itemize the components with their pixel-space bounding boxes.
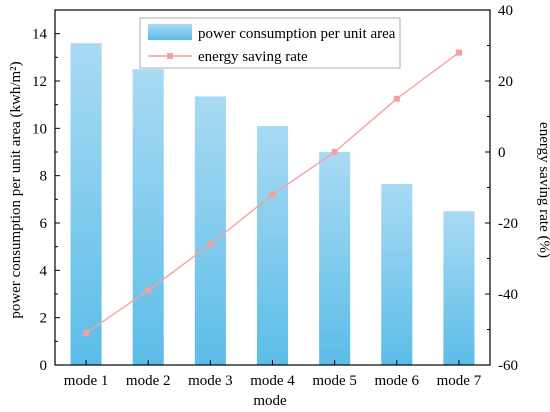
y-left-tick-label: 8 [40, 169, 48, 185]
legend-swatch-bar [148, 24, 192, 40]
y-right-tick-label: 40 [498, 3, 513, 19]
y-left-tick-label: 2 [40, 311, 48, 327]
ticks: 0 2 4 6 8 10 12 14 -60 -40 -20 0 20 40 mode 1 mode 2 mod… [32, 3, 518, 389]
legend-label-line: energy saving rate [198, 49, 308, 65]
y-left-tick-label: 6 [40, 216, 48, 232]
bar [319, 152, 351, 365]
y-axis-left-label: power consumption per unit area (kwh/m²) [8, 61, 24, 318]
bar [132, 69, 164, 366]
y-left-tick-label: 12 [32, 74, 47, 90]
line-point [145, 287, 152, 294]
line-point [269, 191, 276, 198]
line-point [331, 149, 338, 155]
bar-series [70, 43, 475, 366]
y-left-tick-label: 10 [32, 121, 47, 137]
x-tick-label: mode 7 [437, 373, 482, 389]
legend-marker [167, 53, 173, 59]
line-point [393, 95, 400, 102]
x-tick-label: mode 5 [312, 373, 357, 389]
y-left-tick-label: 14 [32, 27, 48, 43]
y-right-tick-label: -20 [498, 216, 518, 232]
bar [70, 43, 102, 366]
line-point [83, 330, 90, 337]
y-right-tick-label: -60 [498, 358, 518, 374]
bar [194, 96, 226, 365]
y-right-tick-label: 0 [498, 145, 506, 161]
x-tick-label: mode 1 [64, 373, 109, 389]
line-point [455, 49, 462, 56]
y-left-tick-label: 4 [40, 263, 48, 279]
y-axis-right-label: energy saving rate (%) [536, 122, 550, 258]
y-left-tick-label: 0 [40, 358, 48, 374]
x-tick-label: mode 6 [374, 373, 419, 389]
line-point [207, 241, 214, 248]
bar [381, 183, 413, 365]
legend-label-bar: power consumption per unit area [198, 26, 396, 42]
y-right-tick-label: 20 [498, 74, 513, 90]
y-right-tick-label: -40 [498, 287, 518, 303]
x-axis-label: mode [253, 393, 287, 409]
x-tick-label: mode 3 [188, 373, 233, 389]
bar [443, 211, 475, 365]
legend: power consumption per unit area energy s… [139, 17, 401, 69]
x-tick-label: mode 2 [126, 373, 171, 389]
line-series [83, 49, 462, 337]
x-tick-label: mode 4 [250, 373, 295, 389]
bar [256, 125, 289, 365]
